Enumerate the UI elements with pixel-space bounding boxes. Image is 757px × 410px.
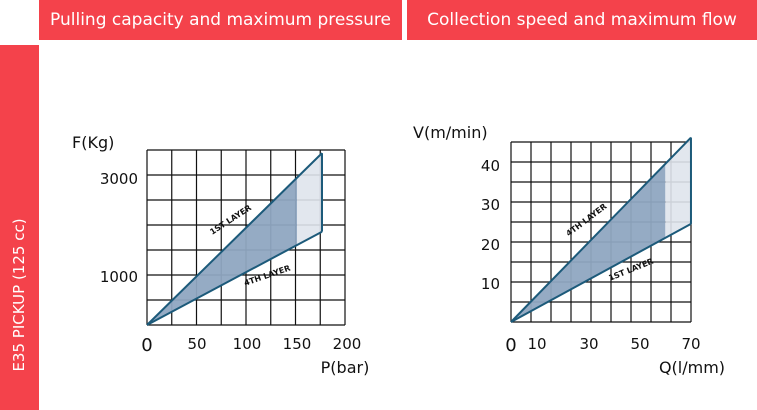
x-tick-label: 30 <box>579 335 598 353</box>
right-chart-header: Collection speed and maximum flow <box>407 0 757 40</box>
y-tick-label: 40 <box>481 157 500 175</box>
model-sidebar: E35 PICKUP (125 cc) <box>0 45 39 410</box>
y-tick-label: 3000 <box>100 170 138 188</box>
series-line-2 <box>510 222 692 323</box>
x-tick-label: 50 <box>630 335 649 353</box>
right-chart-title: Collection speed and maximum flow <box>427 10 737 30</box>
x-tick-label: 0 <box>141 335 152 356</box>
left-chart-header: Pulling capacity and maximum pressure <box>39 0 402 40</box>
x-tick-label: 70 <box>681 335 700 353</box>
x-tick-label: 0 <box>505 335 516 356</box>
overload-region <box>297 153 322 246</box>
y-tick-label: 20 <box>481 236 500 254</box>
x-tick-label: 200 <box>333 335 362 353</box>
x-tick-label: 150 <box>283 335 312 353</box>
x-axis-label: Q(l/mm) <box>659 358 725 377</box>
x-tick-label: 10 <box>527 335 546 353</box>
x-tick-label: 100 <box>233 335 262 353</box>
y-tick-label: 1000 <box>100 268 138 286</box>
series-line-1 <box>510 136 692 323</box>
overload-region <box>665 137 691 238</box>
y-axis-label: F(Kg) <box>72 133 114 152</box>
y-tick-label: 30 <box>481 196 500 214</box>
series-line-2 <box>146 230 323 326</box>
left-chart-title: Pulling capacity and maximum pressure <box>50 10 391 30</box>
y-tick-label: 10 <box>481 275 500 293</box>
x-tick-label: 50 <box>187 335 206 353</box>
y-axis-label: V(m/min) <box>413 123 488 142</box>
x-axis-label: P(bar) <box>321 358 370 377</box>
series-line-1 <box>146 152 323 326</box>
